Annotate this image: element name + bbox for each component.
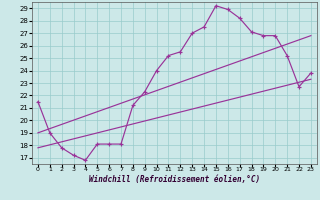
X-axis label: Windchill (Refroidissement éolien,°C): Windchill (Refroidissement éolien,°C) xyxy=(89,175,260,184)
